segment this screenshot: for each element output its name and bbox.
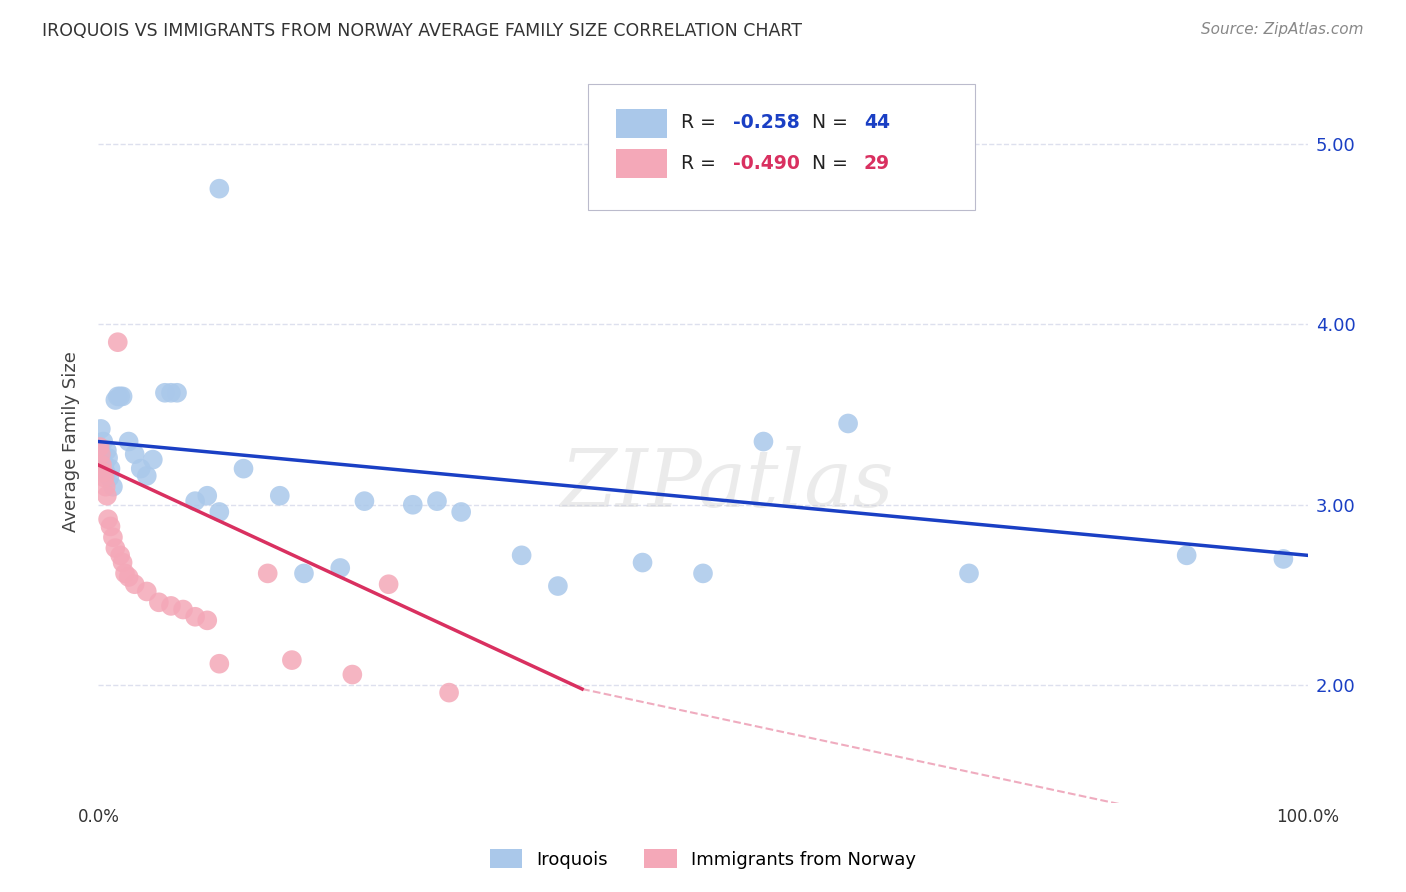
Point xyxy=(957,566,980,581)
Point xyxy=(377,577,399,591)
Point xyxy=(97,512,120,526)
Point xyxy=(107,335,129,350)
Point xyxy=(426,494,449,508)
Point xyxy=(94,480,117,494)
Point xyxy=(108,549,131,563)
Point xyxy=(510,549,533,563)
FancyBboxPatch shape xyxy=(588,84,976,211)
Point xyxy=(100,461,122,475)
Point xyxy=(118,570,141,584)
Point xyxy=(142,452,165,467)
Point xyxy=(208,181,231,195)
Point xyxy=(195,613,218,627)
Point xyxy=(153,385,176,400)
Text: 44: 44 xyxy=(863,113,890,132)
Point xyxy=(1175,549,1198,563)
Point xyxy=(108,389,131,403)
Point xyxy=(89,440,111,454)
Point xyxy=(837,417,859,431)
Text: Source: ZipAtlas.com: Source: ZipAtlas.com xyxy=(1201,22,1364,37)
Point xyxy=(91,458,114,472)
Point xyxy=(547,579,569,593)
Point xyxy=(96,443,118,458)
FancyBboxPatch shape xyxy=(616,109,666,138)
Point xyxy=(135,584,157,599)
Point xyxy=(101,480,124,494)
Point xyxy=(91,465,114,479)
Point xyxy=(91,447,114,461)
Text: IROQUOIS VS IMMIGRANTS FROM NORWAY AVERAGE FAMILY SIZE CORRELATION CHART: IROQUOIS VS IMMIGRANTS FROM NORWAY AVERA… xyxy=(42,22,803,40)
Point xyxy=(166,385,188,400)
Point xyxy=(172,602,194,616)
Text: -0.258: -0.258 xyxy=(734,113,800,132)
Point xyxy=(129,461,152,475)
Y-axis label: Average Family Size: Average Family Size xyxy=(62,351,80,532)
Point xyxy=(692,566,714,581)
Point xyxy=(160,599,183,613)
Point xyxy=(96,489,118,503)
Point xyxy=(97,450,120,465)
Point xyxy=(114,566,136,581)
Legend: Iroquois, Immigrants from Norway: Iroquois, Immigrants from Norway xyxy=(482,842,924,876)
Text: N =: N = xyxy=(811,113,853,132)
Text: R =: R = xyxy=(682,153,723,173)
Point xyxy=(353,494,375,508)
Text: 29: 29 xyxy=(863,153,890,173)
Point xyxy=(98,471,121,485)
Point xyxy=(208,505,231,519)
Point xyxy=(93,471,115,485)
Point xyxy=(232,461,254,475)
Point xyxy=(160,385,183,400)
Point xyxy=(281,653,304,667)
Point xyxy=(256,566,278,581)
Point xyxy=(90,422,112,436)
Point xyxy=(195,489,218,503)
Point xyxy=(752,434,775,449)
Point xyxy=(111,389,134,403)
Point xyxy=(329,561,352,575)
Point xyxy=(93,458,115,472)
Point xyxy=(342,667,364,681)
Point xyxy=(124,577,146,591)
Point xyxy=(100,519,122,533)
Point xyxy=(118,434,141,449)
Point xyxy=(450,505,472,519)
Point xyxy=(437,685,460,699)
Point xyxy=(631,556,654,570)
Point xyxy=(94,465,117,479)
Point xyxy=(111,556,134,570)
Point xyxy=(184,494,207,508)
Point xyxy=(269,489,291,503)
FancyBboxPatch shape xyxy=(616,149,666,178)
Point xyxy=(184,609,207,624)
Point xyxy=(402,498,425,512)
Text: R =: R = xyxy=(682,113,723,132)
Point xyxy=(91,434,114,449)
Point xyxy=(89,440,111,454)
Point xyxy=(90,447,112,461)
Point xyxy=(101,530,124,544)
Point xyxy=(1272,552,1295,566)
Text: -0.490: -0.490 xyxy=(734,153,800,173)
Point xyxy=(104,541,127,555)
Point xyxy=(135,468,157,483)
Point xyxy=(104,392,127,407)
Point xyxy=(124,447,146,461)
Point xyxy=(148,595,170,609)
Text: ZIPatlas: ZIPatlas xyxy=(561,446,894,524)
Point xyxy=(107,389,129,403)
Point xyxy=(208,657,231,671)
Point xyxy=(292,566,315,581)
Text: N =: N = xyxy=(811,153,853,173)
